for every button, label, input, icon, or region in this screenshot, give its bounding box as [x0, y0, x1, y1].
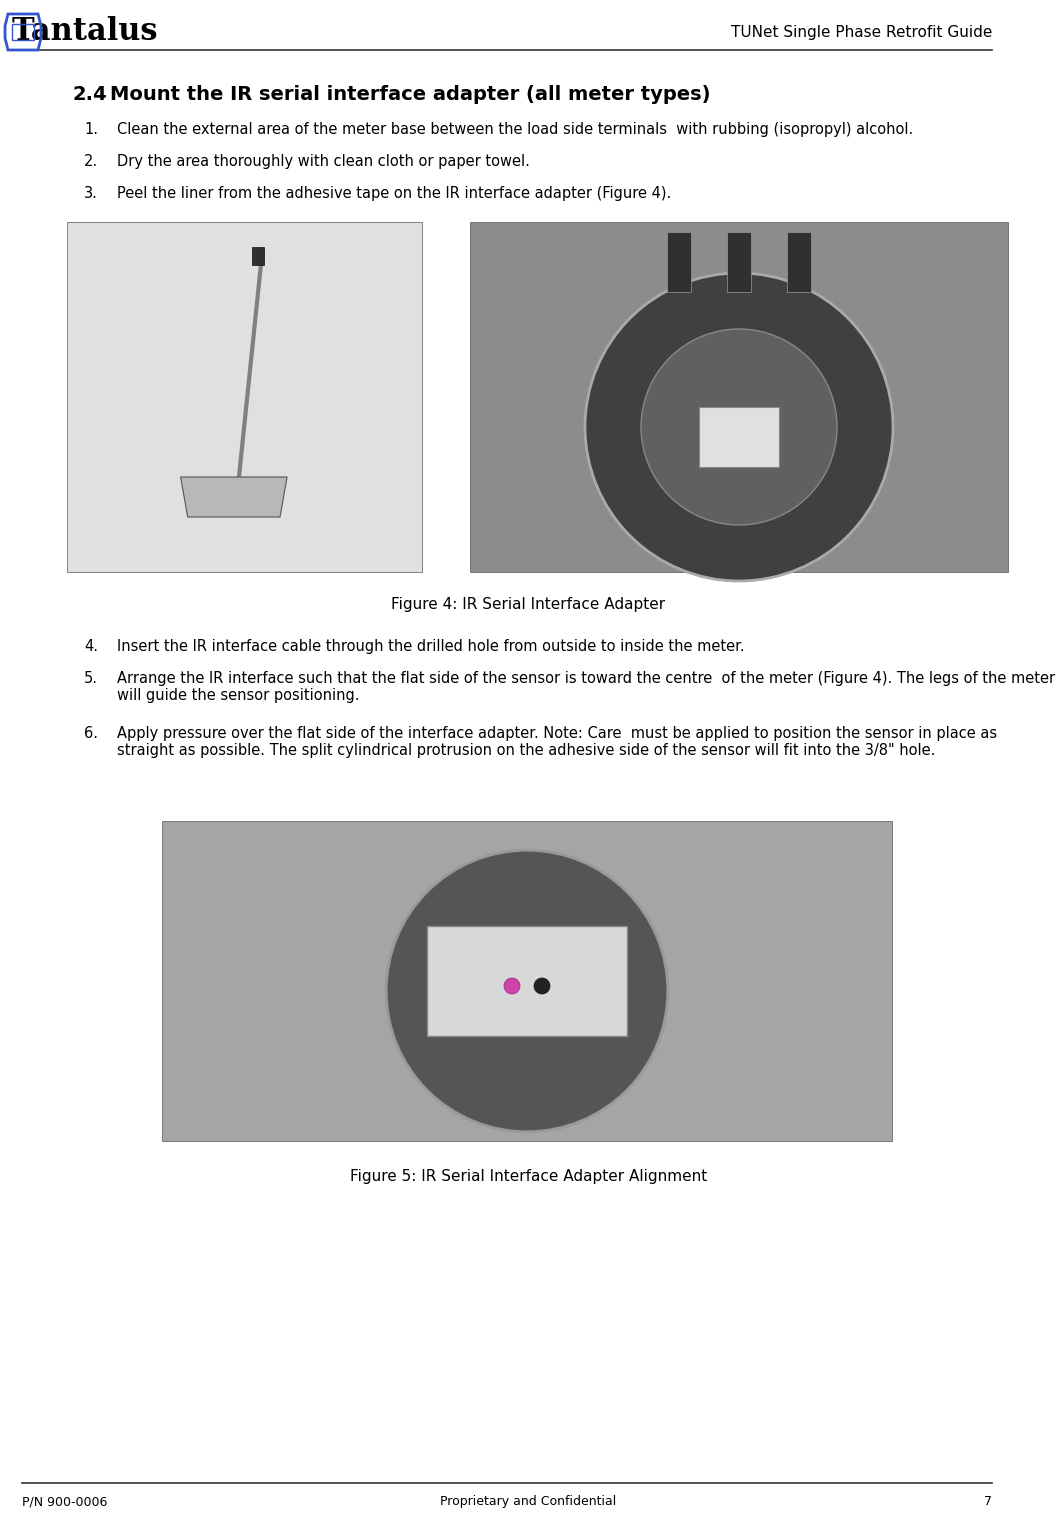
Text: Proprietary and Confidential: Proprietary and Confidential	[441, 1496, 616, 1508]
Text: 2.4: 2.4	[72, 85, 107, 105]
Text: 6.: 6.	[84, 725, 98, 741]
Polygon shape	[181, 476, 288, 516]
Text: Clean the external area of the meter base between the load side terminals  with : Clean the external area of the meter bas…	[117, 121, 913, 137]
Text: 4.: 4.	[84, 639, 98, 655]
Text: 1.: 1.	[84, 121, 98, 137]
Text: Figure 5: IR Serial Interface Adapter Alignment: Figure 5: IR Serial Interface Adapter Al…	[350, 1170, 707, 1183]
Text: 2.: 2.	[84, 154, 98, 169]
Bar	[667, 232, 691, 292]
Text: Figure 4: IR Serial Interface Adapter: Figure 4: IR Serial Interface Adapter	[391, 596, 666, 612]
Circle shape	[534, 978, 550, 994]
Text: 5.: 5.	[84, 672, 98, 686]
Text: Dry the area thoroughly with clean cloth or paper towel.: Dry the area thoroughly with clean cloth…	[117, 154, 530, 169]
Text: Apply pressure over the flat side of the interface adapter. Note: Care  must be : Apply pressure over the flat side of the…	[117, 725, 997, 758]
Text: Insert the IR interface cable through the drilled hole from outside to inside th: Insert the IR interface cable through th…	[117, 639, 744, 655]
Text: Peel the liner from the adhesive tape on the IR interface adapter (Figure 4).: Peel the liner from the adhesive tape on…	[117, 186, 671, 201]
Bar	[162, 821, 892, 1140]
Circle shape	[504, 978, 520, 994]
Bar	[67, 221, 422, 572]
Bar	[699, 407, 779, 467]
Bar	[727, 232, 752, 292]
Bar	[470, 221, 1008, 572]
Circle shape	[386, 850, 668, 1131]
Text: Mount the IR serial interface adapter (all meter types): Mount the IR serial interface adapter (a…	[110, 85, 710, 105]
Circle shape	[585, 274, 893, 581]
Bar	[427, 925, 627, 1036]
Text: TUNet Single Phase Retrofit Guide: TUNet Single Phase Retrofit Guide	[730, 25, 993, 40]
Text: 7: 7	[984, 1496, 993, 1508]
Text: Tantalus: Tantalus	[12, 17, 159, 48]
Bar	[252, 247, 263, 264]
Text: Arrange the IR interface such that the flat side of the sensor is toward the cen: Arrange the IR interface such that the f…	[117, 672, 1055, 704]
Text: P/N 900-0006: P/N 900-0006	[22, 1496, 108, 1508]
Circle shape	[641, 329, 837, 526]
Text: 3.: 3.	[84, 186, 98, 201]
Bar	[787, 232, 811, 292]
